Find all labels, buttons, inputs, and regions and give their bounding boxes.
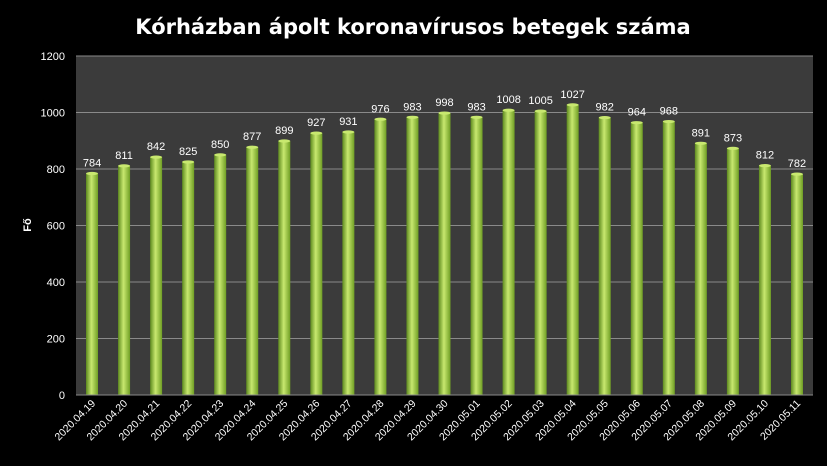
y-tick-label: 200: [47, 334, 65, 346]
data-label: 983: [467, 101, 485, 113]
bar-top: [86, 171, 99, 176]
data-label: 964: [628, 107, 646, 119]
data-label: 1027: [560, 89, 584, 101]
data-label: 998: [435, 97, 453, 109]
bar: [374, 119, 387, 395]
bar-top: [598, 115, 611, 120]
y-tick-label: 1000: [41, 108, 65, 120]
bar: [694, 143, 707, 395]
bar-top: [726, 146, 739, 150]
bar: [246, 147, 259, 395]
data-label: 983: [403, 101, 421, 113]
bar: [438, 113, 451, 395]
bar: [118, 165, 131, 395]
data-label: 927: [307, 117, 325, 129]
y-tick-label: 800: [47, 164, 65, 176]
bar-top: [118, 164, 131, 168]
bar-top: [438, 111, 451, 115]
bar-top: [406, 115, 419, 119]
bar-top: [790, 172, 803, 176]
bar-top: [694, 141, 707, 145]
bar: [86, 173, 99, 395]
bar: [214, 154, 227, 395]
bar: [630, 122, 643, 396]
bar: [406, 117, 419, 396]
data-label: 1008: [496, 94, 520, 106]
bar-top: [758, 164, 771, 168]
data-label: 891: [692, 127, 710, 139]
bar-top: [662, 119, 675, 124]
data-label: 842: [147, 141, 165, 153]
bar-top: [630, 121, 643, 125]
data-label: 825: [179, 146, 197, 158]
bar-top: [214, 153, 227, 157]
data-label: 1005: [528, 95, 552, 107]
chart-title: Kórházban ápolt koronavírusos betegek sz…: [135, 15, 690, 39]
bar: [150, 157, 163, 395]
bar: [726, 148, 739, 395]
bar: [502, 110, 515, 396]
data-label: 968: [660, 106, 678, 118]
bar-top: [502, 108, 515, 112]
y-axis-label: Fő: [22, 218, 34, 232]
bar: [470, 117, 483, 396]
y-axis-ticks: 0 200 400 600 800 1000 1200: [41, 51, 65, 402]
data-label: 982: [596, 102, 614, 114]
bars: [86, 103, 803, 396]
data-label: 811: [115, 150, 133, 162]
data-label: 931: [339, 116, 357, 128]
bar: [182, 161, 195, 395]
bar-top: [182, 160, 195, 164]
data-label: 976: [371, 103, 389, 115]
data-label: 812: [756, 150, 774, 162]
data-label: 877: [243, 131, 261, 143]
bar: [662, 121, 675, 395]
data-label: 850: [211, 139, 229, 151]
bar-top: [534, 109, 547, 113]
bar: [758, 165, 771, 395]
bar-top: [470, 115, 483, 119]
data-label: 899: [275, 125, 293, 137]
bar-top: [342, 130, 355, 134]
bar-top: [566, 103, 579, 107]
x-axis-ticks: 2020.04.192020.04.202020.04.212020.04.22…: [52, 398, 803, 444]
bar-top: [374, 117, 387, 121]
bar: [278, 141, 291, 395]
bar-top: [150, 155, 163, 159]
bar: [598, 117, 611, 396]
bar: [790, 174, 803, 395]
bar-top: [278, 139, 291, 143]
data-labels: 784 811 842 825 850 877 899 927 931 976 983 998 983 1…: [83, 89, 806, 170]
bar: [342, 131, 355, 395]
bar-top: [246, 145, 259, 149]
bar-top: [310, 131, 323, 135]
bar: [310, 133, 323, 395]
data-label: 782: [788, 158, 806, 170]
y-tick-label: 1200: [41, 51, 65, 63]
y-tick-label: 0: [59, 390, 65, 402]
data-label: 784: [83, 158, 101, 170]
bar: [566, 104, 579, 395]
data-label: 873: [724, 132, 742, 144]
y-tick-label: 400: [47, 277, 65, 289]
bar: [534, 111, 547, 396]
y-tick-label: 600: [47, 221, 65, 233]
